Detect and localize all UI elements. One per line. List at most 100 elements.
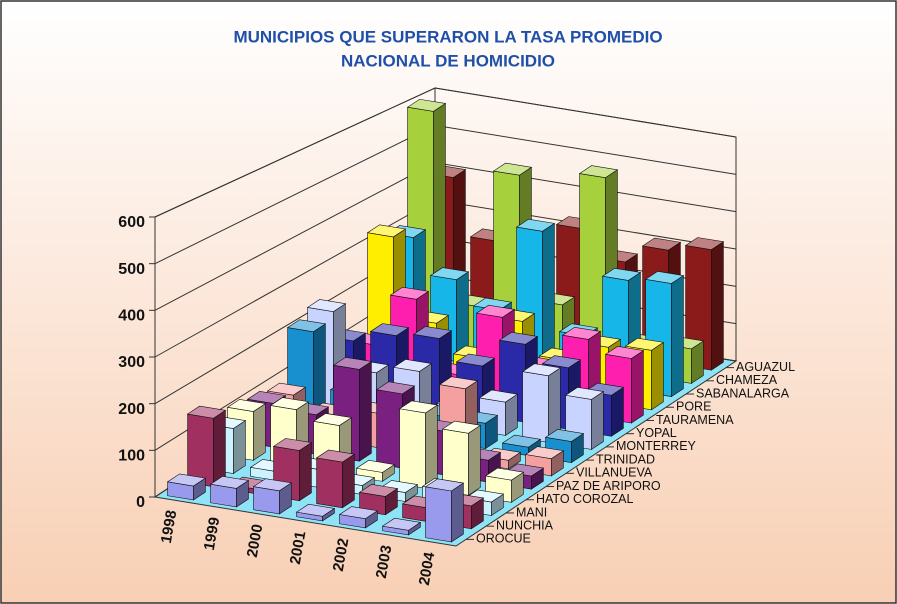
y-tick-label: 400 — [118, 308, 145, 325]
bar — [209, 475, 250, 508]
row-label: YOPAL — [636, 426, 677, 440]
x-tick-label: 1999 — [201, 516, 224, 552]
bar-top — [578, 165, 619, 179]
bar — [484, 467, 525, 503]
bar-side — [468, 424, 481, 496]
bar-top — [455, 353, 496, 367]
bar-top — [306, 299, 347, 312]
y-tick-label: 200 — [118, 401, 145, 418]
bar-front — [399, 408, 426, 489]
bar — [441, 420, 482, 496]
bar-side — [671, 275, 684, 398]
x-tick-label: 2003 — [373, 544, 396, 580]
row-label: CHAMEZA — [716, 373, 778, 387]
row-label: OROCUE — [476, 532, 531, 546]
bar-front — [316, 457, 343, 509]
bar — [166, 473, 207, 501]
row-label: TAURAMENA — [656, 413, 734, 427]
bar — [338, 506, 379, 529]
bar — [186, 405, 227, 488]
bar-side — [611, 386, 624, 437]
row-label: MONTERREY — [616, 439, 697, 453]
bar — [355, 460, 396, 482]
bar-side — [651, 341, 664, 411]
bar-side — [425, 404, 438, 489]
bar-top — [392, 359, 433, 372]
bar-top — [644, 271, 685, 284]
chart-title: MUNICIPIOS QUE SUPERARON LA TASA PROMEDI… — [233, 27, 662, 46]
bar-top — [561, 326, 602, 340]
bar-top — [389, 286, 430, 300]
x-tick-label: 2001 — [287, 530, 310, 566]
bar-front — [522, 371, 549, 443]
row-label: HATO COROZAL — [536, 492, 634, 506]
row-label: PAZ DE ARIPORO — [556, 479, 661, 493]
bar-top — [501, 434, 542, 448]
y-tick-label: 100 — [118, 448, 145, 465]
x-tick-label: 2002 — [330, 537, 353, 573]
bar — [521, 363, 562, 444]
bar-top — [398, 400, 439, 414]
bar-top — [252, 478, 293, 492]
bar-top — [369, 323, 410, 336]
bar-top — [438, 376, 479, 390]
bar-top — [424, 478, 465, 492]
bar-top — [429, 267, 470, 281]
bar-side — [631, 350, 644, 424]
bar-side — [213, 409, 226, 488]
bar-top — [286, 319, 327, 333]
y-tick-label: 300 — [118, 354, 145, 371]
bar-top — [684, 237, 725, 250]
bar-top — [604, 346, 645, 359]
bar — [524, 446, 565, 477]
grid-line — [154, 87, 737, 218]
bar-top — [381, 517, 422, 531]
bar-top — [266, 382, 307, 396]
bar-top — [412, 326, 453, 339]
bar-top — [478, 389, 519, 403]
bar-top — [366, 224, 407, 238]
row-label: PORE — [676, 400, 711, 414]
bar-top — [441, 420, 482, 434]
bar-front — [253, 486, 280, 515]
bar-top — [641, 237, 682, 251]
bar-top — [209, 475, 250, 489]
row-label: TRINIDAD — [596, 452, 655, 466]
bar-side — [591, 390, 604, 451]
row-label: MANI — [516, 505, 547, 519]
bar — [252, 478, 293, 515]
bar — [358, 484, 399, 516]
bar-top — [515, 218, 556, 232]
bar-top — [355, 460, 396, 473]
y-tick-label: 500 — [118, 261, 145, 278]
bar-top — [186, 405, 227, 419]
x-tick-label: 2000 — [244, 523, 267, 559]
x-tick-label: 2004 — [416, 550, 439, 586]
bar-top — [312, 413, 353, 426]
bar-top — [269, 397, 310, 410]
bar-top — [541, 355, 582, 369]
bar-side — [299, 442, 312, 502]
bar-top — [624, 337, 665, 351]
bar — [381, 517, 422, 536]
y-tick-label: 0 — [136, 494, 145, 511]
bar-top — [246, 390, 287, 404]
bar-top — [492, 162, 533, 176]
bar-top — [524, 446, 565, 460]
bar-top — [375, 381, 416, 395]
bar-top — [498, 331, 539, 345]
row-label: AGUAZUL — [736, 360, 795, 374]
bar-top — [332, 356, 373, 370]
bar-top — [601, 267, 642, 281]
bar — [315, 449, 356, 509]
bar-side — [451, 482, 464, 543]
bar-top — [544, 429, 585, 442]
y-tick-label: 600 — [118, 214, 145, 231]
bar-top — [475, 304, 516, 318]
bar — [398, 400, 439, 489]
bar — [295, 503, 336, 522]
bar-top — [358, 484, 399, 497]
bar-top — [521, 363, 562, 377]
bar — [424, 478, 465, 543]
